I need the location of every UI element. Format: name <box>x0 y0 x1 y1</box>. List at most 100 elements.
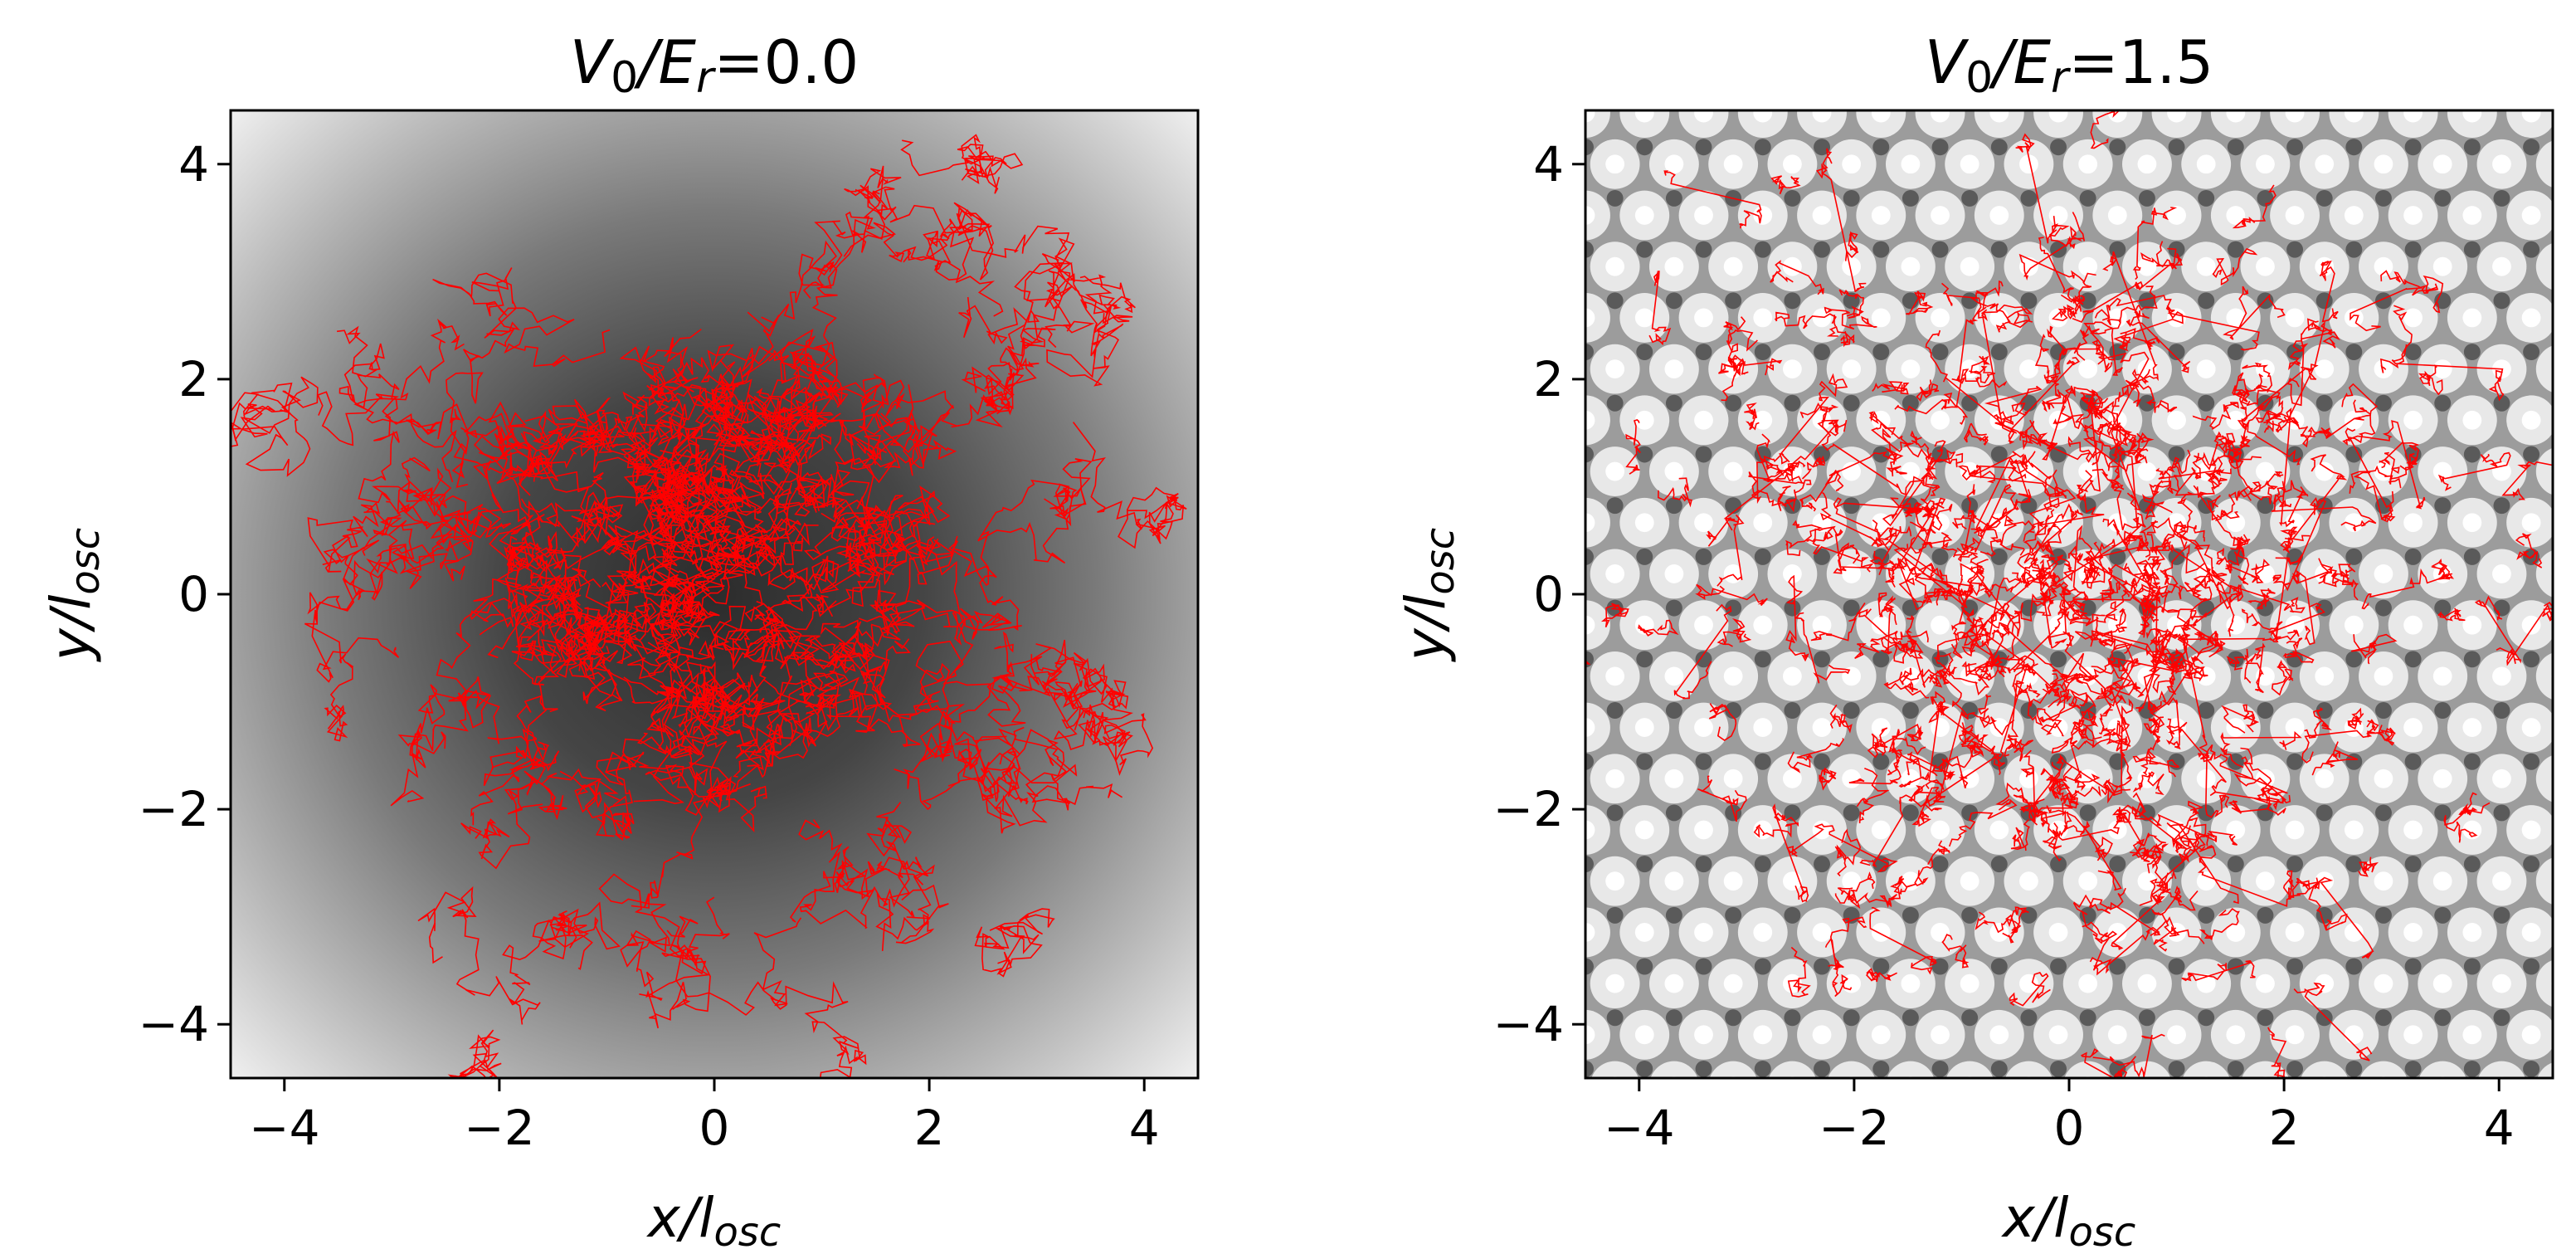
right-title-mid-sub: r <box>2051 53 2072 103</box>
lattice-bright-site <box>1585 190 1610 241</box>
lattice-peak <box>1989 206 2009 225</box>
lattice-bright-site <box>1678 110 1729 138</box>
right-trajectory <box>2038 393 2068 461</box>
lattice-dark-site <box>1606 189 1624 207</box>
lattice-peak <box>1576 1128 1595 1147</box>
lattice-dark-site <box>1961 1112 1978 1129</box>
lattice-bright-site <box>2535 447 2553 495</box>
lattice-peak <box>2285 923 2305 942</box>
right-trajectory <box>2282 870 2310 900</box>
right-trajectory <box>2161 451 2217 495</box>
lattice-peak <box>1664 564 1684 583</box>
right-ticks: −4 −2 0 2 4 −4 −2 0 2 4 <box>1493 136 2515 1156</box>
lattice-dark-site <box>2404 958 2422 975</box>
lattice-peak <box>1694 923 1713 942</box>
lattice-bright-site <box>2301 1061 2349 1078</box>
lattice-peak <box>1517 718 1536 737</box>
lattice-peak <box>2403 206 2423 225</box>
lattice-peak <box>2256 564 2275 583</box>
lattice-dark-site <box>2345 344 2363 361</box>
lattice-peak <box>2107 206 2127 225</box>
right-trajectory <box>1889 876 1917 901</box>
lattice-bright-site <box>1531 37 1580 86</box>
lattice-peak <box>2403 308 2423 328</box>
right-trajectory <box>2388 452 2418 489</box>
right-trajectory <box>2501 456 2553 500</box>
right-trajectory <box>1625 418 1641 475</box>
right-trajectory <box>2247 588 2276 610</box>
lattice-dark-site <box>1843 88 1860 105</box>
lattice-peak <box>2432 973 2452 993</box>
lattice-dark-site <box>1725 906 1742 924</box>
lattice-bright-site <box>2535 959 2553 1008</box>
lattice-dark-site <box>1784 394 1801 412</box>
right-trajectory <box>1874 724 1924 756</box>
left-trap-background <box>231 110 1198 1078</box>
right-trajectory <box>1918 562 2023 637</box>
lattice-peak <box>2551 261 2553 272</box>
right-trajectory <box>1937 623 1990 665</box>
lattice-peak <box>1871 923 1891 942</box>
lattice-dark-site <box>2168 1061 2185 1077</box>
right-trajectory <box>1925 690 1946 790</box>
lattice-bright-site <box>2535 242 2553 290</box>
lattice-dark-site <box>1695 1061 1712 1077</box>
left-trajectory <box>574 751 645 842</box>
lattice-dark-site <box>1784 292 1801 310</box>
lattice-peak <box>2492 769 2511 788</box>
lattice-dark-site <box>2138 906 2155 924</box>
right-y-tick-label: 4 <box>1533 136 1564 193</box>
lattice-peak <box>2256 154 2275 174</box>
right-trajectory <box>1962 483 2017 555</box>
lattice-dark-site <box>1784 599 1801 617</box>
right-trajectory <box>2291 558 2333 646</box>
right-trajectory <box>1877 592 1897 626</box>
lattice-peak <box>2344 923 2364 942</box>
lattice-peak <box>1634 110 1654 123</box>
lattice-bright-site <box>1650 1061 1698 1078</box>
right-trajectory <box>2091 406 2123 471</box>
lattice-peak <box>2196 871 2216 891</box>
right-trajectory <box>1916 379 1940 402</box>
lattice-peak <box>1634 308 1654 328</box>
lattice-peak <box>1989 110 2009 123</box>
lattice-dark-site <box>2020 1112 2037 1129</box>
right-trajectory <box>2245 642 2266 694</box>
lattice-peak <box>2315 154 2335 174</box>
left-trajectory <box>977 458 1093 564</box>
right-trajectory <box>2350 270 2423 332</box>
lattice-peak <box>2137 973 2157 993</box>
right-trajectory <box>2094 285 2158 326</box>
left-trajectory <box>913 640 1007 763</box>
lattice-peak <box>2432 256 2452 276</box>
left-trajectory <box>640 373 748 451</box>
right-trajectory <box>1824 306 1877 330</box>
lattice-peak <box>1989 1128 2009 1147</box>
lattice-dark-site <box>1784 88 1800 105</box>
lattice-bright-site <box>2478 1061 2525 1078</box>
lattice-peak <box>2019 154 2038 174</box>
lattice-peak <box>1694 308 1713 328</box>
lattice-dark-site <box>1990 241 2008 258</box>
lattice-dark-site <box>2109 241 2126 258</box>
right-trajectory <box>2228 799 2286 816</box>
lattice-peak <box>2256 359 2275 379</box>
lattice-peak <box>2315 359 2335 379</box>
right-trajectory <box>2117 368 2150 403</box>
left-trajectory <box>514 574 630 664</box>
lattice-peak <box>2551 466 2553 476</box>
lattice-bright-site <box>1738 1112 1788 1162</box>
right-trajectory <box>2216 481 2262 519</box>
lattice-bright-site <box>1590 37 1640 86</box>
right-trajectory <box>1721 339 1739 402</box>
lattice-peak <box>1812 615 1832 635</box>
right-trajectory <box>2147 716 2165 734</box>
lattice-dark-site <box>2434 702 2452 719</box>
right-trajectory <box>2204 466 2232 490</box>
right-trajectory <box>1638 619 1679 637</box>
lattice-peak <box>1753 513 1773 533</box>
lattice-bright-site <box>2535 140 2553 188</box>
lattice-dark-site <box>1606 906 1624 924</box>
left-trajectory <box>954 728 1049 803</box>
lattice-dark-site <box>2404 548 2422 565</box>
